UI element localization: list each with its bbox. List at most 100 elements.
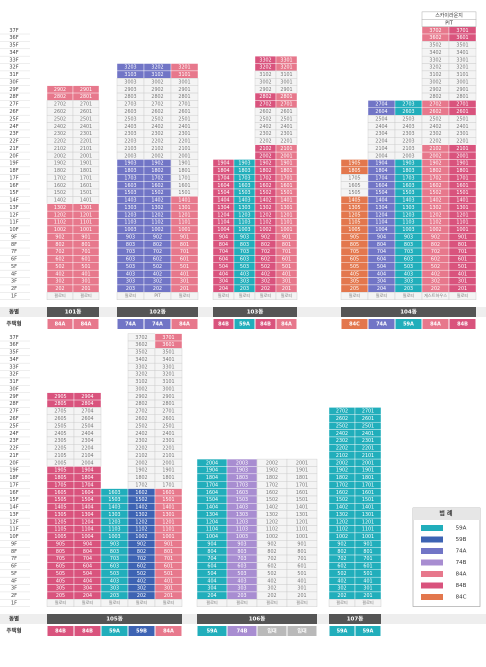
- floor-label: 10F: [9, 534, 18, 540]
- unit-label: 2001: [80, 153, 92, 159]
- unit-label: 2702: [259, 102, 271, 108]
- unit-label: 1202: [336, 519, 348, 525]
- unit-label: 205: [350, 286, 359, 292]
- unit-label: 1401: [162, 505, 174, 511]
- floor-label: 37F: [9, 335, 18, 341]
- unit-label: 1702: [54, 175, 66, 181]
- type-cell: [213, 319, 234, 329]
- unit-label: 2103: [402, 146, 414, 152]
- floor-label: 10F: [9, 227, 18, 233]
- unit-label: 802: [431, 242, 440, 248]
- unit-label: 1201: [362, 519, 374, 525]
- unit-label: 1205: [348, 212, 360, 218]
- floor-label: 15F: [9, 190, 18, 196]
- unit-label: 필로티: [260, 292, 272, 299]
- unit-label: 201: [164, 593, 173, 599]
- unit-label: 1103: [238, 220, 250, 226]
- unit-label: 902: [431, 234, 440, 240]
- unit-label: 2104: [81, 453, 93, 459]
- floor-label: 36F: [9, 342, 18, 348]
- unit-label: 2401: [456, 124, 468, 130]
- unit-label: 1203: [124, 212, 136, 218]
- unit-label: 1402: [336, 505, 348, 511]
- unit-label: 601: [297, 564, 306, 570]
- unit-label: 2001: [178, 153, 190, 159]
- unit-label: 2404: [375, 124, 387, 130]
- floor-label: 33F: [9, 364, 18, 370]
- unit-label: 1803: [238, 168, 250, 174]
- unit-label: 1601: [162, 490, 174, 496]
- floor-label: 5F: [11, 571, 17, 577]
- unit-label: 301: [458, 279, 467, 285]
- unit-label: 1901: [280, 161, 292, 167]
- unit-label: 1601: [80, 183, 92, 189]
- unit-label: 2901: [162, 394, 174, 400]
- unit-label: 1403: [238, 198, 250, 204]
- unit-label: 2501: [162, 423, 174, 429]
- floor-label: 8F: [11, 549, 17, 555]
- unit-label: 1404: [81, 505, 93, 511]
- unit-label: 1004: [81, 534, 93, 540]
- unit-label: 2005: [54, 460, 66, 466]
- unit-label: 702: [261, 249, 270, 255]
- type-cell: [287, 626, 317, 636]
- unit-label: 필로티: [54, 292, 66, 299]
- unit-label: 1201: [296, 519, 308, 525]
- unit-label: 2201: [280, 139, 292, 145]
- unit-label: 1203: [238, 212, 250, 218]
- unit-cell: [286, 599, 318, 607]
- unit-label: 2101: [80, 146, 92, 152]
- unit-label: 701: [458, 249, 467, 255]
- unit-label: 302: [267, 586, 276, 592]
- unit-label: 필로티: [281, 292, 293, 299]
- unit-label: 1202: [259, 212, 271, 218]
- unit-label: 403: [404, 271, 413, 277]
- type-cell: [155, 626, 182, 636]
- unit-label: 705: [56, 556, 65, 562]
- unit-label: 1501: [280, 190, 292, 196]
- unit-label: 1202: [151, 212, 163, 218]
- unit-label: 2102: [151, 146, 163, 152]
- type-cell: [329, 626, 355, 636]
- unit-label: 201: [81, 286, 90, 292]
- unit-label: 803: [240, 242, 249, 248]
- unit-label: 404: [83, 578, 92, 584]
- unit-label: 702: [153, 249, 162, 255]
- unit-cell: [448, 292, 477, 300]
- unit-label: 1102: [429, 220, 441, 226]
- building-name: 106동: [249, 615, 266, 623]
- unit-label: 1401: [80, 198, 92, 204]
- unit-label: 1001: [362, 534, 374, 540]
- unit-label: 1404: [375, 198, 387, 204]
- unit-cell: [154, 599, 183, 607]
- unit-label: 505: [56, 571, 65, 577]
- unit-label: 3201: [162, 372, 174, 378]
- unit-label: 2201: [178, 139, 190, 145]
- unit-label: 2801: [80, 94, 92, 100]
- unit-label: 404: [377, 271, 386, 277]
- unit-label: 1501: [296, 497, 308, 503]
- unit-label: 1605: [54, 490, 66, 496]
- unit-label: 1101: [362, 527, 374, 533]
- unit-label: 2505: [54, 423, 66, 429]
- floor-label: 16F: [9, 183, 18, 189]
- unit-label: 1201: [456, 212, 468, 218]
- unit-label: 401: [81, 271, 90, 277]
- unit-label: 804: [207, 549, 216, 555]
- unit-label: 901: [363, 541, 372, 547]
- unit-label: 2704: [375, 102, 387, 108]
- type-label: 74A: [125, 322, 136, 328]
- unit-label: 704: [377, 249, 386, 255]
- floor-label: 32F: [9, 65, 18, 71]
- floor-label: 28F: [9, 94, 18, 100]
- unit-label: 3602: [429, 35, 441, 41]
- unit-label: 1102: [54, 220, 66, 226]
- unit-label: 3201: [456, 65, 468, 71]
- unit-label: 604: [83, 564, 92, 570]
- legend-label: 74A: [456, 549, 467, 555]
- unit-label: 903: [126, 234, 135, 240]
- unit-label: 1401: [280, 198, 292, 204]
- type-cell: [128, 626, 155, 636]
- unit-label: 502: [337, 571, 346, 577]
- unit-label: 1301: [280, 205, 292, 211]
